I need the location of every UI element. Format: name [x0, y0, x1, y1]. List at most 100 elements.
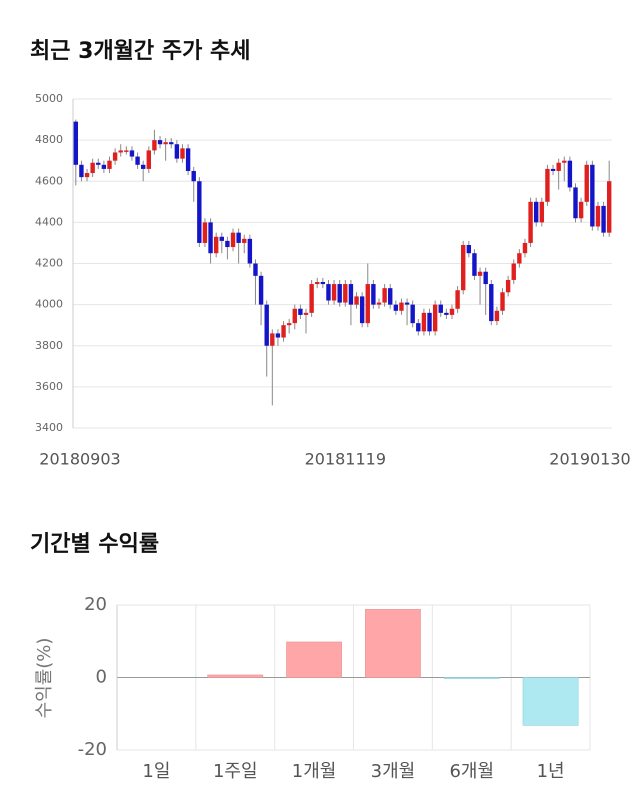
candle-body [376, 302, 382, 305]
candle-body [494, 310, 500, 322]
candle-body [264, 304, 269, 346]
candle-body [140, 164, 146, 169]
candle-body [556, 162, 561, 171]
candle-body [545, 168, 550, 202]
bar [207, 674, 264, 678]
candle-body [135, 156, 140, 165]
candle-body [517, 253, 522, 264]
candle-body [438, 304, 443, 313]
candle-body [393, 304, 399, 311]
candle-body [477, 271, 483, 276]
candle-body [247, 238, 253, 264]
candle-body [309, 284, 314, 313]
candle-body [511, 263, 516, 280]
candle-body [410, 304, 415, 324]
candle-body [208, 222, 213, 254]
y-tick-label: 4400 [35, 215, 63, 228]
candle-body [421, 312, 427, 332]
candle-body [371, 284, 376, 305]
candle-body [500, 292, 505, 311]
y-tick-label: 5000 [35, 92, 63, 105]
y-tick-label: 4000 [35, 298, 63, 311]
candle-body [258, 275, 264, 305]
candle-body [382, 288, 387, 303]
candle-body [449, 308, 455, 315]
candle-body [169, 142, 174, 145]
bar [286, 641, 342, 678]
candle-body [399, 302, 404, 311]
y-tick-label: -20 [78, 739, 107, 760]
candle-body [315, 282, 320, 285]
y-tick-label: 3800 [35, 339, 63, 352]
candle-body [427, 312, 432, 332]
candle-body [101, 164, 107, 169]
candle-body [213, 236, 219, 254]
y-tick-label: 3600 [35, 380, 63, 393]
candle-body [578, 201, 584, 219]
x-tick-label: 1주일 [213, 761, 258, 782]
candle-body [191, 170, 196, 182]
candle-body [562, 160, 567, 163]
candle-body [534, 201, 539, 223]
y-tick-label: 0 [96, 667, 107, 688]
x-tick-label: 1개월 [292, 761, 337, 782]
candle-body [522, 242, 528, 254]
candle-body [444, 312, 449, 315]
candle-body [242, 238, 247, 243]
candle-body [275, 333, 281, 338]
candle-body [73, 121, 79, 165]
x-tick-label: 1년 [537, 761, 565, 782]
chart-title: 최근 3개월간 주가 추세 [30, 39, 250, 64]
candle-body [124, 150, 129, 152]
chart-title: 기간별 수익률 [30, 532, 159, 557]
y-tick-label: 20 [84, 594, 107, 615]
candle-body [219, 236, 224, 241]
candle-body [584, 164, 589, 202]
y-tick-label: 4600 [35, 174, 63, 187]
candle-body [225, 240, 230, 248]
x-tick-label: 20190130 [549, 450, 630, 469]
candle-body [326, 284, 331, 301]
candle-body [118, 150, 123, 153]
candle-body [331, 284, 337, 301]
candle-body [292, 308, 297, 324]
candle-body [174, 144, 180, 159]
candle-body [601, 205, 606, 233]
bar [365, 609, 421, 678]
candle-body [157, 140, 163, 145]
candle-body [354, 296, 359, 305]
x-tick-label: 1일 [142, 761, 170, 782]
candle-body [152, 140, 157, 151]
candle-body [595, 205, 601, 227]
candle-body [230, 232, 236, 248]
bar [522, 677, 579, 726]
x-tick-label: 6개월 [449, 761, 494, 782]
candle-body [505, 279, 511, 293]
candle-body [253, 263, 258, 276]
candle-body [388, 288, 393, 305]
candle-body [180, 148, 185, 159]
candle-body [539, 201, 545, 223]
candle-body [365, 284, 370, 324]
x-tick-label: 3개월 [371, 761, 416, 782]
candle-body [107, 160, 112, 169]
candle-body [432, 304, 438, 332]
candle-body [112, 152, 118, 161]
x-tick-label: 20181119 [305, 450, 386, 469]
candle-body [590, 164, 595, 227]
candle-body [236, 232, 241, 243]
candle-body [404, 302, 410, 305]
candle-body [472, 253, 477, 276]
candle-body [461, 244, 466, 291]
candle-body [466, 244, 472, 254]
candle-body [146, 150, 151, 169]
candle-body [84, 173, 90, 178]
candle-body [129, 150, 135, 157]
candle-body [337, 284, 342, 303]
candle-body [286, 323, 292, 326]
candle-body [79, 164, 84, 178]
candle-body [90, 162, 95, 174]
y-tick-label: 4200 [35, 257, 63, 270]
candle-body [343, 284, 348, 303]
candle-body [303, 312, 309, 315]
